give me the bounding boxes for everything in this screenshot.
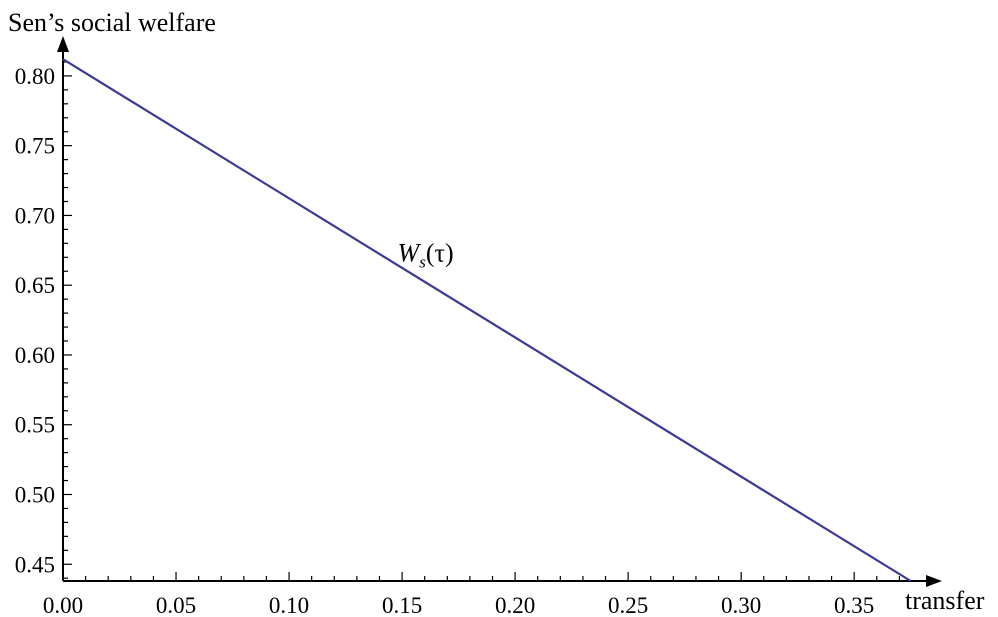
tick-labels: 0.00 0.05 0.10 0.15 0.20 0.25 0.30 0.35 0.45 0.50…: [15, 64, 875, 617]
axes: [57, 36, 942, 587]
y-tick-label: 0.55: [15, 413, 55, 438]
annotation-main: W: [398, 238, 422, 267]
x-tick-label: 0.10: [269, 593, 309, 617]
y-tick-label: 0.80: [15, 64, 55, 89]
x-tick-label: 0.30: [721, 593, 761, 617]
annotations: Ws(τ): [398, 238, 454, 271]
y-axis-arrow: [57, 36, 69, 52]
annotation-argument: (τ): [426, 238, 454, 267]
x-tick-label: 0.25: [608, 593, 648, 617]
y-tick-label: 0.60: [15, 343, 55, 368]
y-tick-label: 0.65: [15, 273, 55, 298]
y-axis-title: Sen’s social welfare: [8, 8, 216, 37]
y-tick-label: 0.50: [15, 482, 55, 507]
y-tick-label: 0.75: [15, 134, 55, 159]
y-tick-label: 0.45: [15, 552, 55, 577]
annotation-subscript: s: [419, 252, 426, 271]
x-axis-title: transfer: [905, 586, 985, 615]
x-tick-label: 0.20: [495, 593, 535, 617]
x-tick-label: 0.35: [834, 593, 874, 617]
series-lines: [62, 58, 912, 582]
x-axis-arrow: [926, 575, 942, 587]
series-annotation: Ws(τ): [398, 238, 454, 271]
y-tick-label: 0.70: [15, 203, 55, 228]
x-tick-label: 0.15: [382, 593, 422, 617]
x-tick-label: 0.05: [156, 593, 196, 617]
series-line: [62, 58, 912, 582]
ticks: [62, 61, 900, 581]
x-tick-label: 0.00: [43, 593, 83, 617]
